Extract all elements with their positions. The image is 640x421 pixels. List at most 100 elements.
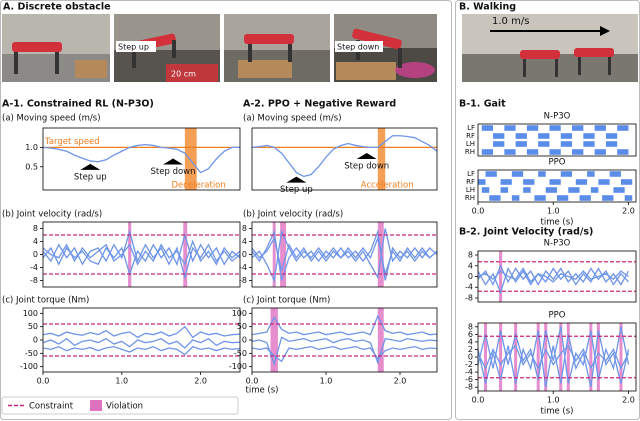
gait-bar <box>605 141 618 147</box>
panel-title: A. Discrete obstacle <box>3 2 111 13</box>
photo <box>2 14 110 82</box>
x-tick-label: 0.0 <box>472 207 485 216</box>
chart-title: (a) Moving speed (m/s) <box>243 114 342 124</box>
y-tick-label: 100 <box>23 309 38 318</box>
gait-bar <box>478 179 486 185</box>
plot-area <box>43 323 240 357</box>
x-tick-label: 0.0 <box>37 377 50 386</box>
y-tick-label: -4 <box>465 368 473 377</box>
y-tick-label: -100 <box>20 362 38 371</box>
plot-area <box>478 171 633 201</box>
gait-bar <box>523 187 531 193</box>
y-tick-label: 0 <box>242 336 247 345</box>
chart-title: (b) Joint velocity (rad/s) <box>2 210 102 220</box>
y-tick-label: -8 <box>465 293 473 302</box>
gait-bar <box>617 125 629 131</box>
event-label: Step up <box>74 172 107 182</box>
series-line <box>43 229 240 280</box>
row-label: RF <box>466 132 475 140</box>
legend <box>1 396 239 415</box>
axes-frame <box>251 307 438 373</box>
gait-bar <box>575 179 588 185</box>
series-line <box>252 228 437 283</box>
y-tick-label: -4 <box>239 263 247 272</box>
gait-bar <box>613 187 625 193</box>
gait-bar <box>485 171 497 177</box>
x-tick-label: 2.0 <box>194 377 207 386</box>
gait-bar <box>594 125 606 131</box>
y-tick-label: 2 <box>468 345 473 354</box>
y-tick-label: -2 <box>465 360 473 369</box>
series-line <box>252 135 437 178</box>
gait-bar <box>534 195 546 201</box>
chart-title: PPO <box>549 311 566 321</box>
series-line <box>43 144 240 174</box>
violation <box>484 323 488 391</box>
gait-bar <box>481 187 490 193</box>
event-band <box>184 128 197 190</box>
violation <box>183 222 188 287</box>
section-title: B-2. Joint Velocity (rad/s) <box>459 227 593 238</box>
y-tick-label: -8 <box>465 383 473 392</box>
gait-bar <box>560 141 573 147</box>
violation <box>619 323 623 391</box>
violation <box>559 323 563 391</box>
violation <box>536 323 540 391</box>
violation <box>514 323 518 391</box>
chart-title: (b) Joint velocity (rad/s) <box>243 210 343 220</box>
gait-bar <box>583 133 595 139</box>
gait-bar <box>617 149 629 155</box>
y-tick-label: 50 <box>237 322 247 331</box>
photo-label: Step down <box>337 43 379 52</box>
gait-bar <box>560 171 573 177</box>
axes-frame <box>477 250 637 303</box>
photo <box>462 14 638 82</box>
gait-bar <box>489 195 501 201</box>
violation <box>544 323 548 391</box>
series-line <box>252 235 437 277</box>
photo-label: 1.0 m/s <box>492 16 529 27</box>
chart-title: (a) Moving speed (m/s) <box>2 114 101 124</box>
x-tick-label: 1.0 <box>547 207 560 216</box>
violation <box>377 308 384 372</box>
gait-bar <box>609 171 621 177</box>
gait-bar <box>549 149 561 155</box>
series-line <box>43 345 240 356</box>
axes-frame <box>477 169 637 203</box>
y-tick-label: 100 <box>232 309 247 318</box>
legend-swatch <box>90 400 102 411</box>
violation <box>128 222 132 287</box>
y-tick-label: 50 <box>28 322 38 331</box>
violation <box>596 323 600 391</box>
plot-area <box>478 251 636 302</box>
gait-bar <box>500 179 512 185</box>
x-tick-label: 1.0 <box>115 377 128 386</box>
y-tick-label: 0 <box>468 272 473 281</box>
row-label: LH <box>466 186 475 194</box>
chart-title: PPO <box>549 158 566 168</box>
x-axis-label: time (s) <box>541 218 574 228</box>
x-tick-label: 1.0 <box>547 396 560 405</box>
event-marker <box>163 158 184 165</box>
axes-frame <box>42 221 241 288</box>
gait-bar <box>526 149 539 155</box>
axes-frame <box>251 127 438 191</box>
event-label: Step down <box>151 167 196 177</box>
gait-bar <box>500 187 509 193</box>
x-tick-label: 0.0 <box>246 377 259 386</box>
y-tick-label: 1.0 <box>25 143 38 152</box>
event-band <box>377 128 386 190</box>
gait-bar <box>624 195 633 201</box>
x-tick-label: 2.0 <box>622 207 635 216</box>
gait-bar <box>598 179 610 185</box>
y-tick-label: -4 <box>30 263 38 272</box>
gait-bar <box>620 179 633 185</box>
row-label: RH <box>465 194 475 202</box>
gait-bar <box>493 141 505 147</box>
y-tick-label: -50 <box>25 349 38 358</box>
y-tick-label: -8 <box>30 276 38 285</box>
y-tick-label: 6 <box>468 330 473 339</box>
violation <box>270 308 278 372</box>
panel-title: B. Walking <box>459 2 516 13</box>
